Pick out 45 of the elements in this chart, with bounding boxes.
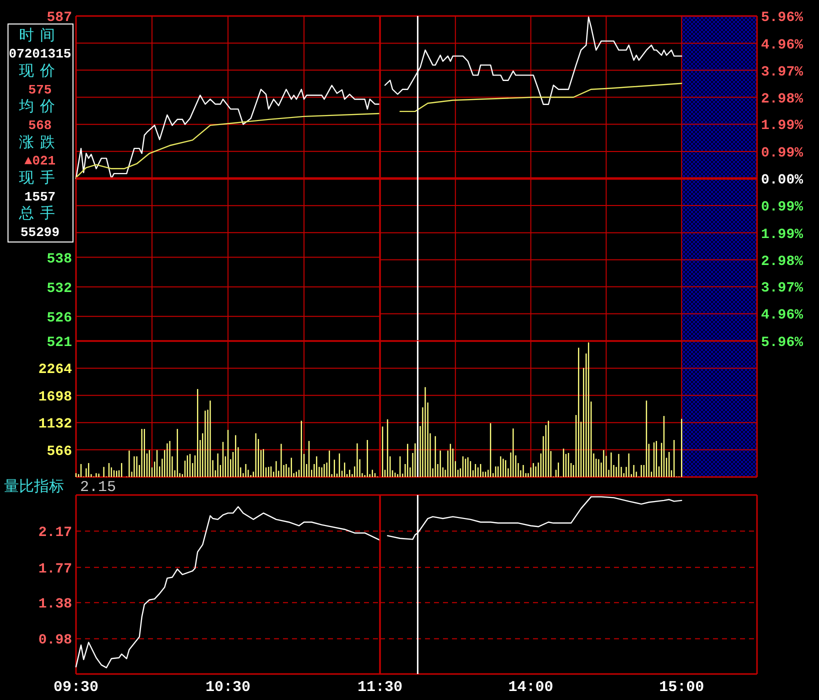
y-tick-label: 521	[46, 335, 72, 351]
y-tick-label: 3.97%	[761, 64, 804, 80]
x-tick-label: 09:30	[53, 679, 99, 696]
y-tick-label: 526	[46, 310, 72, 326]
y-tick-label: 1698	[38, 389, 72, 406]
text: 现价	[19, 62, 61, 80]
text: 1557	[24, 189, 56, 204]
text: 568	[28, 118, 52, 133]
text: 575	[28, 82, 52, 98]
y-tick-label: 1132	[38, 416, 72, 433]
chart-title: 量比指标	[4, 477, 64, 495]
x-tick-label: 10:30	[205, 679, 251, 696]
y-tick-label: 1.99%	[761, 226, 804, 243]
text: 总手	[18, 204, 61, 222]
y-tick-label: 5.96%	[761, 335, 804, 351]
y-tick-label: 0.98	[38, 632, 72, 649]
y-tick-label: 0.99%	[761, 199, 804, 216]
x-tick-label: 11:30	[357, 679, 403, 696]
x-tick-label: 15:00	[659, 679, 704, 696]
y-tick-label: 566	[46, 444, 72, 460]
text: 时间	[19, 26, 61, 44]
text: 现手	[19, 168, 61, 186]
y-tick-label: 4.96%	[761, 308, 804, 324]
y-tick-label: 2.17	[38, 525, 72, 542]
y-tick-label: 5.96%	[761, 10, 804, 26]
y-tick-label: 0.99%	[761, 146, 804, 162]
y-tick-label: 1.38	[38, 596, 72, 613]
y-tick-label: 0.00%	[761, 172, 804, 188]
x-tick-label: 14:00	[508, 679, 554, 696]
y-tick-label: 1.99%	[761, 118, 804, 134]
y-tick-label: 2264	[38, 362, 72, 378]
annotation: 2.15	[80, 479, 116, 496]
text: 07201315	[8, 46, 72, 62]
y-tick-label: 1.77	[38, 561, 72, 578]
y-tick-label: 587	[46, 10, 72, 26]
text: ▲021	[24, 154, 56, 169]
text: 涨跌	[19, 132, 61, 151]
y-tick-label: 538	[46, 251, 72, 268]
y-tick-label: 2.98%	[761, 91, 804, 108]
y-tick-label: 532	[46, 280, 72, 297]
y-tick-label: 4.96%	[761, 37, 804, 54]
y-tick-label: 2.98%	[761, 254, 804, 270]
text: 均价	[18, 97, 61, 116]
y-tick-label: 3.97%	[761, 280, 804, 297]
text: 55299	[20, 225, 60, 240]
